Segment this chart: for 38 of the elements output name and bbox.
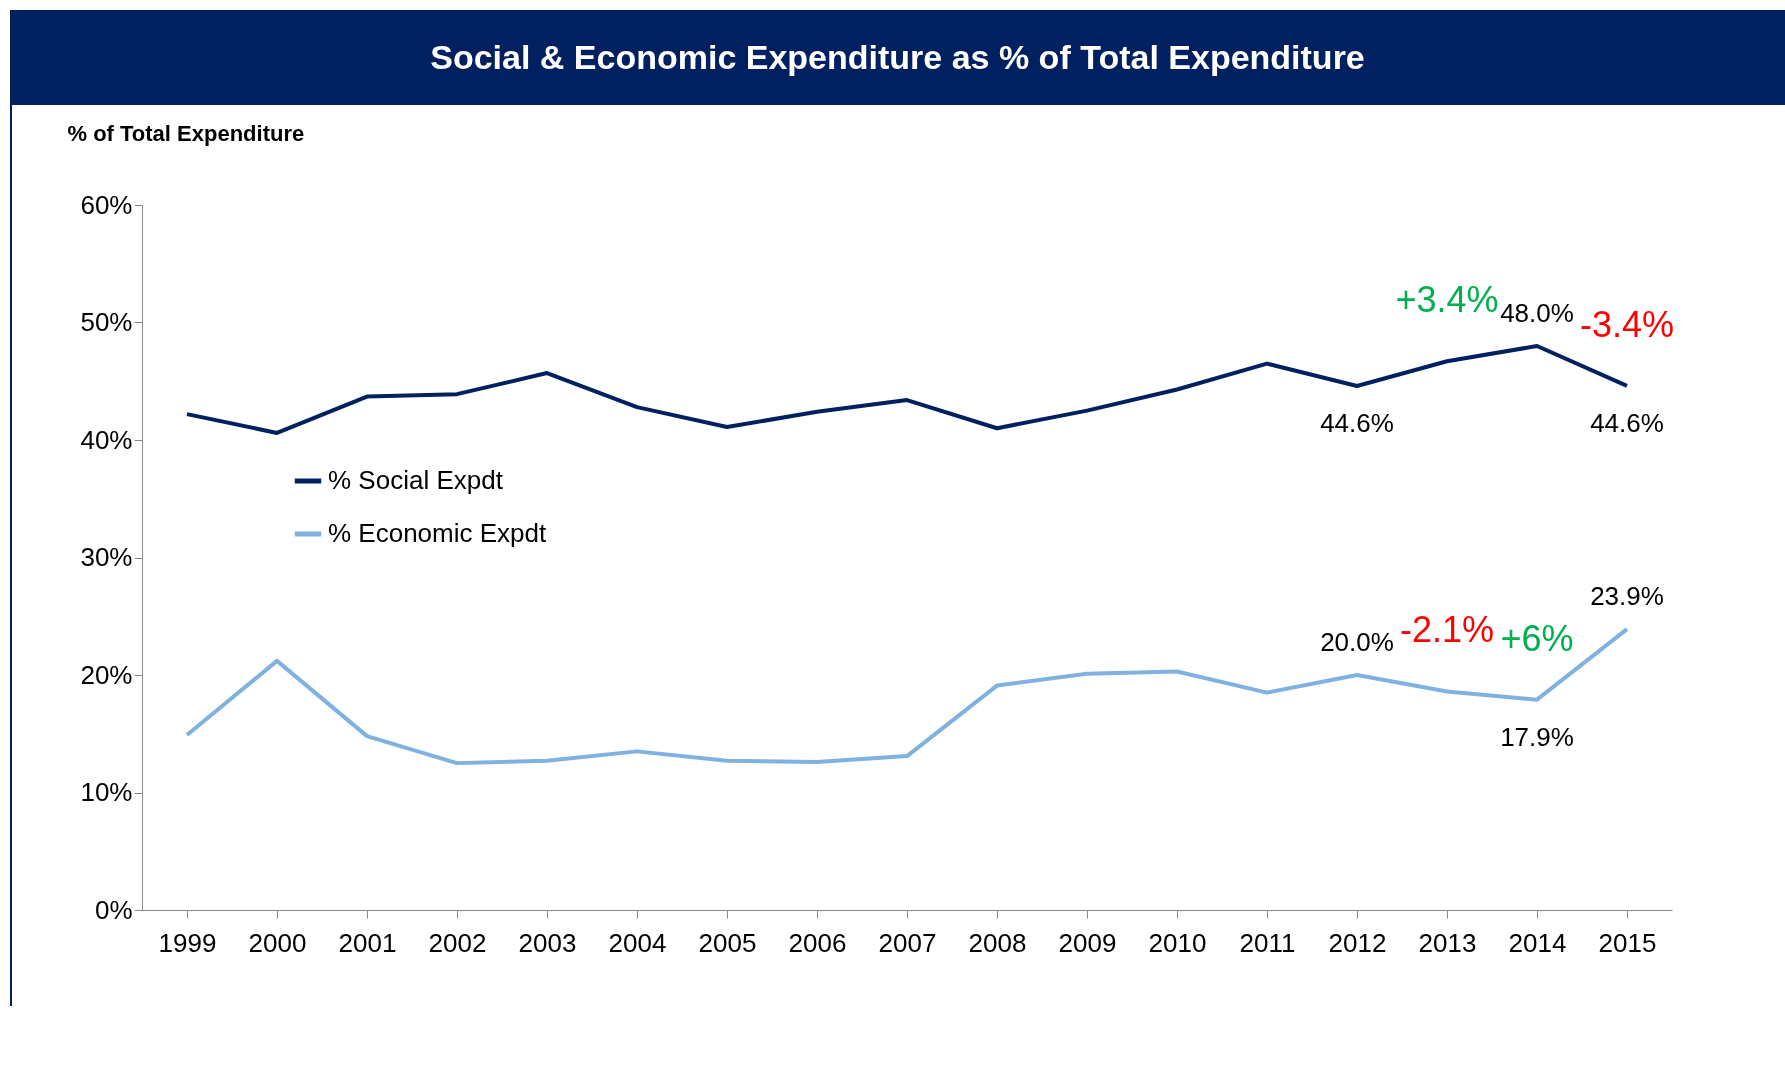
x-tick-label: 2013: [1418, 927, 1477, 958]
x-tick-label: 2011: [1239, 927, 1296, 958]
annotation: -2.1%: [1399, 609, 1495, 651]
y-tick-label: 50%: [80, 307, 133, 337]
chart-title: Social & Economic Expenditure as % of Total Expenditure: [10, 10, 1785, 105]
x-tick-label: 2010: [1148, 927, 1207, 958]
annotation: -3.4%: [1579, 303, 1675, 345]
x-tick-label: 1999: [158, 927, 217, 958]
y-tick-label: 30%: [80, 542, 133, 572]
x-tick-label: 2000: [248, 927, 307, 958]
y-tick-label: 0%: [94, 894, 133, 925]
x-tick-label: 2012: [1328, 927, 1387, 958]
x-tick-label: 2004: [608, 927, 667, 958]
annotation: +6%: [1500, 617, 1574, 659]
data-label: 23.9%: [1590, 581, 1664, 612]
y-axis-title: % of Total Expenditure: [67, 120, 305, 146]
data-label: 20.0%: [1320, 627, 1394, 657]
x-tick-label: 2002: [428, 927, 487, 958]
x-tick-label: 2008: [968, 927, 1027, 958]
y-tick-label: 60%: [80, 189, 133, 220]
y-tick-label: 40%: [80, 424, 133, 455]
data-label: 17.9%: [1500, 721, 1574, 752]
data-label: 44.6%: [1590, 407, 1664, 438]
legend-label: % Social Expdt: [328, 465, 504, 495]
y-tick-label: 10%: [80, 777, 133, 807]
x-tick-label: 2001: [338, 927, 397, 958]
x-tick-label: 2014: [1508, 927, 1567, 958]
y-tick-label: 20%: [80, 659, 133, 690]
data-label: 48.0%: [1500, 298, 1574, 328]
data-label: 44.6%: [1320, 407, 1394, 438]
x-tick-label: 2006: [788, 927, 847, 958]
x-tick-label: 2007: [878, 927, 937, 958]
x-tick-label: 2015: [1598, 927, 1657, 958]
x-tick-label: 2009: [1058, 927, 1117, 958]
x-tick-label: 2005: [698, 927, 757, 958]
x-tick-label: 2003: [518, 927, 577, 958]
legend-label: % Economic Expdt: [328, 518, 547, 548]
annotation: +3.4%: [1395, 279, 1499, 321]
